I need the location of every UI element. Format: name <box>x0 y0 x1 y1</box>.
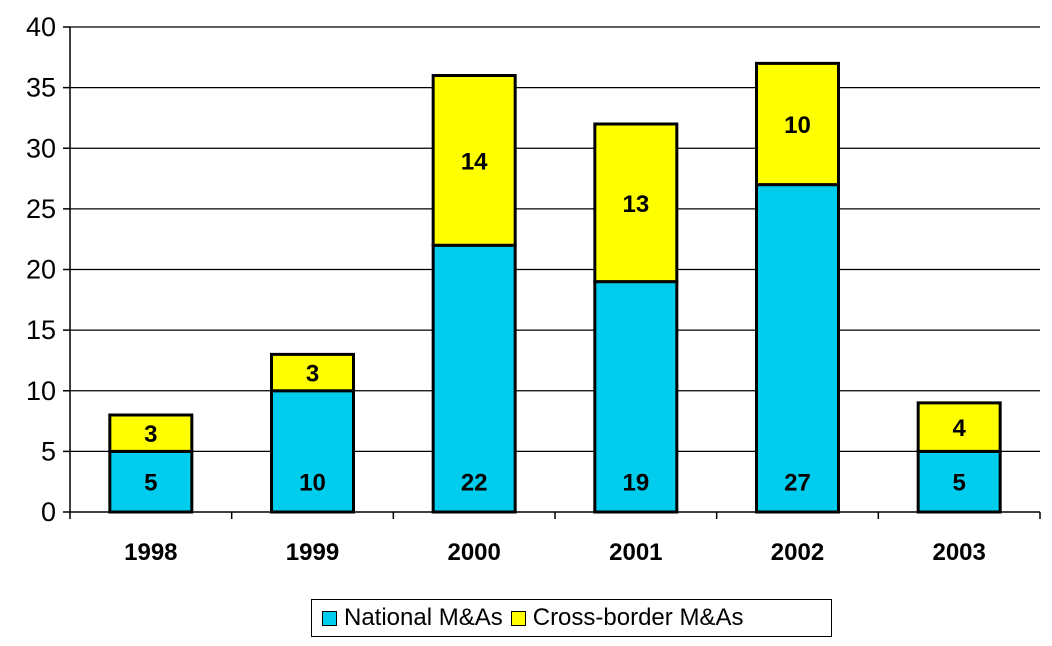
bar-segment-national <box>270 389 355 514</box>
data-label-cross-border: 13 <box>622 191 649 218</box>
x-tick-label: 1998 <box>124 539 177 566</box>
data-label-national: 27 <box>784 470 811 497</box>
y-tick-label: 30 <box>26 133 56 163</box>
data-label-national: 19 <box>622 470 649 497</box>
x-tick-label: 1999 <box>286 539 339 566</box>
y-tick-label: 10 <box>26 376 56 406</box>
data-label-cross-border: 3 <box>306 361 319 388</box>
legend-item-cross-border: Cross-border M&As <box>510 604 744 632</box>
x-tick-label: 2000 <box>447 539 500 566</box>
x-tick-label: 2003 <box>932 539 985 566</box>
y-tick-label: 15 <box>26 315 56 345</box>
legend-swatch-national <box>322 610 337 626</box>
data-label-cross-border: 3 <box>144 421 157 448</box>
bar-segment-cross-border <box>108 413 194 453</box>
bar-segment-national <box>593 280 679 514</box>
legend: National M&As Cross-border M&As <box>311 599 832 637</box>
bar-segment-cross-border <box>755 61 840 187</box>
x-tick-label: 2001 <box>609 539 662 566</box>
bar-segment-cross-border <box>431 74 517 247</box>
data-label-national: 22 <box>461 470 488 497</box>
legend-item-national: National M&As <box>322 604 503 632</box>
bar-segment-national <box>108 449 194 514</box>
data-label-cross-border: 14 <box>461 148 488 175</box>
legend-label-cross-border: Cross-border M&As <box>532 604 744 631</box>
bar-segment-national <box>431 243 517 514</box>
bar-segment-cross-border <box>593 122 679 284</box>
y-tick-label: 5 <box>41 436 56 466</box>
legend-label-national: National M&As <box>344 604 503 631</box>
y-tick-label: 20 <box>26 255 56 285</box>
bar-segment-cross-border <box>270 352 355 393</box>
y-tick-label: 35 <box>26 73 56 103</box>
y-tick-label: 40 <box>26 12 56 42</box>
bar-segment-cross-border <box>916 401 1002 453</box>
y-tick-label: 25 <box>26 194 56 224</box>
data-label-cross-border: 4 <box>952 415 966 442</box>
legend-swatch-cross-border <box>510 610 526 626</box>
data-label-national: 5 <box>952 470 965 497</box>
data-label-national: 5 <box>144 470 157 497</box>
y-tick-label: 0 <box>41 497 56 527</box>
data-label-national: 10 <box>299 470 326 497</box>
x-tick-label: 2002 <box>771 539 824 566</box>
data-label-cross-border: 10 <box>784 112 811 139</box>
bar-segment-national <box>755 183 840 514</box>
